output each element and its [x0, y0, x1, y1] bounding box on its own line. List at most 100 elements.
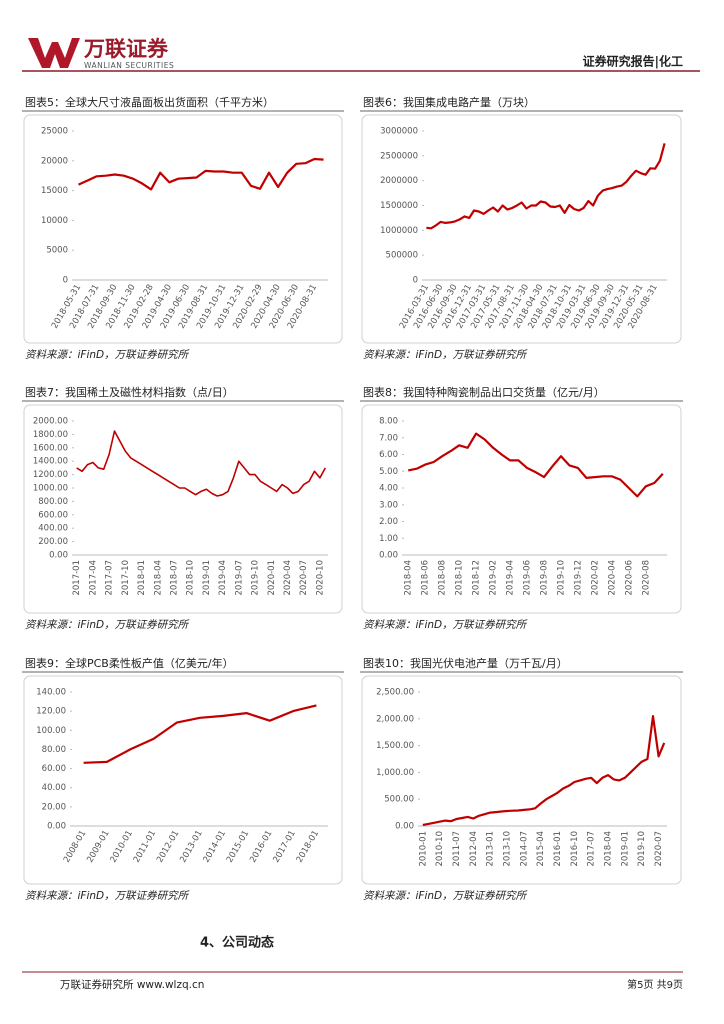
y-tick-label: 6.00	[379, 450, 398, 460]
x-tick-label: 2011-07	[452, 831, 462, 867]
y-tick-label: 120.00	[36, 707, 66, 717]
x-tick-label: 2019-06	[523, 560, 533, 596]
y-tick-label: 2.00	[379, 517, 398, 527]
chart-frame	[23, 675, 343, 885]
x-tick-label: 2019-08	[539, 560, 549, 596]
x-tick-label: 2016-10	[570, 831, 580, 867]
x-tick-label: 2018-01	[137, 560, 147, 596]
y-tick-label: 0	[63, 276, 68, 286]
y-tick-label: 1600.00	[33, 443, 68, 453]
y-tick-label: 3000000	[380, 127, 418, 137]
x-tick-label: 2018-04	[404, 560, 414, 596]
x-tick-label: 2020-02	[590, 560, 600, 596]
footer-left: 万联证券研究所 www.wlzq.cn	[60, 978, 204, 991]
y-tick-label: 25000	[41, 127, 68, 137]
x-tick-label: 2010-10	[435, 831, 445, 867]
x-tick-label: 2017-10	[121, 560, 131, 596]
chart-caption: 图表5：全球大尺寸液晶面板出货面积（千平方米）	[25, 95, 274, 109]
x-tick-label: 2019-01	[202, 560, 212, 596]
chart-source: 资料来源：iFinD，万联证券研究所	[363, 619, 528, 631]
y-tick-label: 8.00	[379, 417, 398, 427]
x-tick-label: 2013-01	[486, 831, 496, 867]
x-tick-label: 2018-10	[455, 560, 465, 596]
data-line	[78, 157, 324, 191]
y-tick-label: 15000	[41, 186, 68, 196]
y-tick-label: 2,500.00	[376, 688, 414, 698]
x-tick-label: 2015-04	[536, 831, 546, 867]
y-tick-label: 7.00	[379, 433, 398, 443]
y-tick-label: 1400.00	[33, 457, 68, 467]
y-tick-label: 140.00	[36, 688, 66, 698]
section-heading: 4、公司动态	[200, 935, 274, 951]
chart-frame	[23, 404, 343, 614]
y-tick-label: 4.00	[379, 484, 398, 494]
x-tick-label: 2018-04	[604, 831, 614, 867]
data-line	[76, 430, 327, 497]
x-tick-label: 2017-07	[587, 831, 597, 867]
x-tick-label: 2020-04	[283, 560, 293, 596]
logo-text: 万联证券	[83, 37, 169, 61]
x-tick-label: 2018-06	[421, 560, 431, 596]
chart-source: 资料来源：iFinD，万联证券研究所	[25, 890, 190, 902]
chart-frame	[361, 675, 682, 885]
x-tick-label: 2020-04	[607, 560, 617, 596]
y-tick-label: 3.00	[379, 500, 398, 510]
x-tick-label: 2010-01	[418, 831, 428, 867]
y-tick-label: 500000	[386, 251, 418, 261]
y-tick-label: 20.00	[42, 802, 66, 812]
y-tick-label: 2000000	[380, 176, 418, 186]
y-tick-label: 1000000	[380, 226, 418, 236]
x-tick-label: 2020-07	[654, 831, 664, 867]
y-tick-label: 1,000.00	[376, 768, 414, 778]
x-tick-label: 2019-04	[506, 560, 516, 596]
x-tick-label: 2014-07	[519, 831, 529, 867]
y-tick-label: 1000.00	[33, 484, 68, 494]
y-tick-label: 2500000	[380, 151, 418, 161]
y-tick-label: 1200.00	[33, 470, 68, 480]
chart-source: 资料来源：iFinD，万联证券研究所	[25, 349, 190, 361]
y-tick-label: 5.00	[379, 467, 398, 477]
data-line	[407, 432, 664, 498]
logo-en: WANLIAN SECURITIES	[84, 61, 174, 70]
y-tick-label: 1.00	[379, 534, 398, 544]
y-tick-label: 1500000	[380, 201, 418, 211]
x-tick-label: 2018-08	[438, 560, 448, 596]
x-tick-label: 2019-10	[556, 560, 566, 596]
x-tick-label: 2018-04	[153, 560, 163, 596]
y-tick-label: 20000	[41, 156, 68, 166]
data-line	[426, 143, 666, 230]
y-tick-label: 500.00	[384, 795, 414, 805]
y-tick-label: 5000	[46, 246, 68, 256]
y-tick-label: 2000.00	[33, 417, 68, 427]
chart-source: 资料来源：iFinD，万联证券研究所	[363, 349, 528, 361]
chart-caption: 图表9：全球PCB柔性板产值（亿美元/年）	[25, 656, 234, 670]
y-tick-label: 40.00	[42, 783, 66, 793]
y-tick-label: 0.00	[47, 822, 66, 832]
data-line	[83, 704, 317, 764]
y-tick-label: 0.00	[379, 551, 398, 561]
x-tick-label: 2017-07	[105, 560, 115, 596]
chart-source: 资料来源：iFinD，万联证券研究所	[25, 619, 190, 631]
y-tick-label: 0.00	[395, 822, 414, 832]
x-tick-label: 2017-04	[88, 560, 98, 596]
logo-mark	[28, 38, 80, 68]
report-type: 证券研究报告|化工	[583, 54, 683, 69]
x-tick-label: 2020-01	[267, 560, 277, 596]
chart-caption: 图表7：我国稀土及磁性材料指数（点/日）	[25, 385, 234, 399]
chart-source: 资料来源：iFinD，万联证券研究所	[363, 890, 528, 902]
x-tick-label: 2019-10	[637, 831, 647, 867]
y-tick-label: 600.00	[38, 510, 68, 520]
x-tick-label: 2019-02	[489, 560, 499, 596]
x-tick-label: 2019-10	[251, 560, 261, 596]
x-tick-label: 2018-10	[186, 560, 196, 596]
y-tick-label: 0	[413, 276, 418, 286]
x-tick-label: 2019-01	[620, 831, 630, 867]
chart-frame	[361, 114, 682, 344]
x-tick-label: 2020-10	[315, 560, 325, 596]
y-tick-label: 100.00	[36, 726, 66, 736]
y-tick-label: 10000	[41, 216, 68, 226]
x-tick-label: 2016-01	[553, 831, 563, 867]
x-tick-label: 2018-12	[472, 560, 482, 596]
